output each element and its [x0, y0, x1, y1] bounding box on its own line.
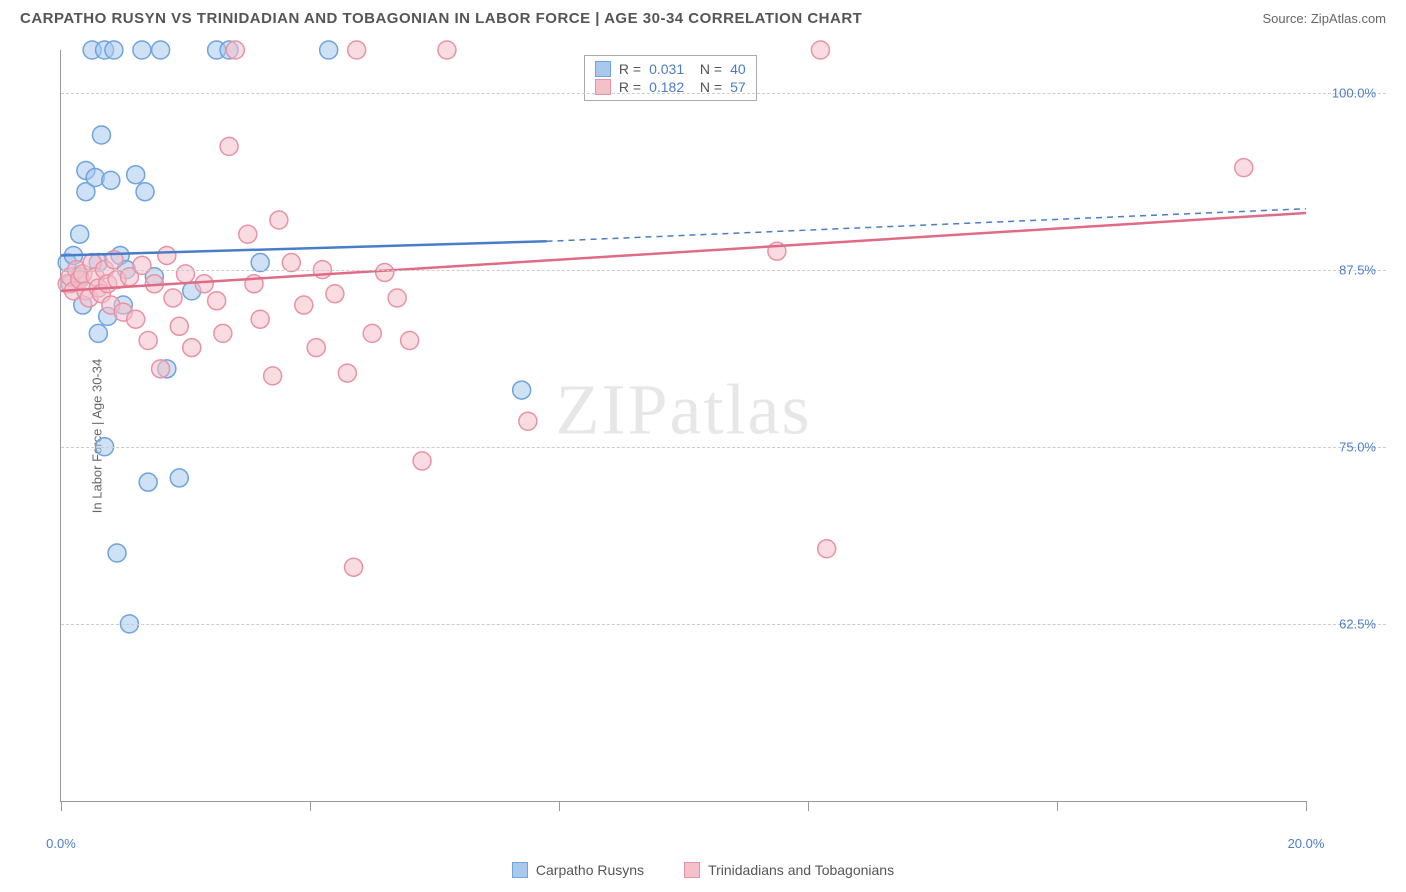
legend-swatch-icon — [512, 862, 528, 878]
legend-row-series-1: R = 0.031 N = 40 — [595, 60, 746, 78]
legend-n-value: 40 — [730, 61, 746, 77]
source-label: Source: ZipAtlas.com — [1262, 11, 1386, 26]
bottom-legend-label: Carpatho Rusyns — [536, 862, 644, 878]
correlation-legend: R = 0.031 N = 40 R = 0.182 N = 57 — [584, 55, 757, 101]
y-tick-label: 75.0% — [1339, 439, 1376, 454]
chart-container: In Labor Force | Age 30-34 ZIPatlas R = … — [40, 40, 1386, 832]
legend-swatch-icon — [684, 862, 700, 878]
y-tick-label: 62.5% — [1339, 616, 1376, 631]
y-tick-label: 100.0% — [1332, 85, 1376, 100]
legend-swatch-icon — [595, 61, 611, 77]
legend-r-value: 0.031 — [649, 61, 684, 77]
legend-r-label: R = — [619, 61, 641, 77]
x-tick-label: 0.0% — [46, 836, 76, 851]
y-tick-label: 87.5% — [1339, 262, 1376, 277]
bottom-legend-item-2: Trinidadians and Tobagonians — [684, 862, 894, 878]
plot-area: ZIPatlas R = 0.031 N = 40 R = 0.182 N = … — [60, 50, 1306, 802]
scatter-plot — [61, 50, 1306, 801]
legend-n-label: N = — [692, 61, 722, 77]
bottom-legend-item-1: Carpatho Rusyns — [512, 862, 644, 878]
chart-title: CARPATHO RUSYN VS TRINIDADIAN AND TOBAGO… — [20, 10, 862, 27]
x-tick-label: 20.0% — [1288, 836, 1325, 851]
bottom-legend-label: Trinidadians and Tobagonians — [708, 862, 894, 878]
bottom-legend: Carpatho Rusyns Trinidadians and Tobagon… — [0, 862, 1406, 878]
